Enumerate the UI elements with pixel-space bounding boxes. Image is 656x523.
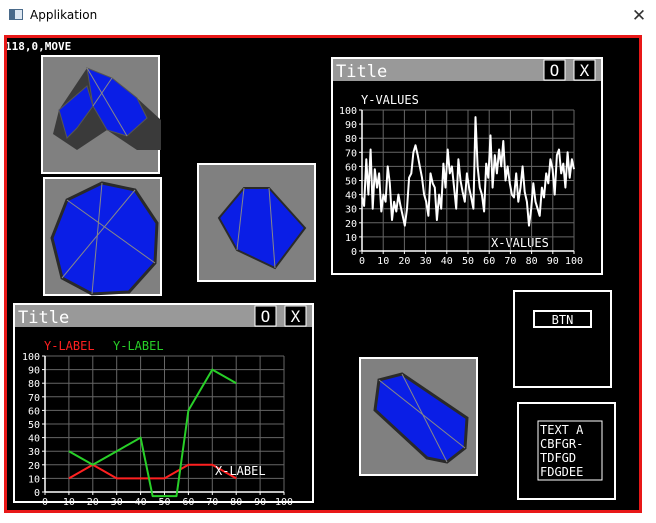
chart1-ytick-label: 40	[345, 191, 357, 202]
status-text: 118,0,MOVE	[7, 40, 71, 53]
chart2-close-button[interactable]: X	[284, 305, 307, 327]
chart2-xtick-label: 90	[254, 497, 266, 508]
shape-panel-2[interactable]	[43, 177, 162, 296]
chart1-ytick-label: 20	[345, 219, 357, 230]
polygon-shape-3	[217, 187, 307, 270]
text-widget: TEXT A CBFGR- TDFGD FDGDEE	[517, 402, 616, 500]
chart2-xtick-label: 0	[42, 497, 48, 508]
shape-panel-3[interactable]	[197, 163, 316, 282]
chart2-xtick-label: 80	[230, 497, 242, 508]
chart1-ytick-label: 50	[345, 177, 357, 188]
chart2-ytick-label: 60	[28, 406, 40, 417]
chart2-legend-red: Y-LABEL	[44, 339, 95, 353]
chart1-ytick-label: 100	[339, 106, 357, 117]
text-line-2: CBFGR-	[540, 437, 583, 451]
chart1-xtick-label: 0	[359, 256, 365, 267]
chart2-ytick-label: 40	[28, 434, 40, 445]
canvas-screen[interactable]: 118,0,MOVE	[4, 35, 642, 513]
chart2-ytick-label: 0	[34, 488, 40, 499]
chart2-xtick-label: 70	[206, 497, 218, 508]
chart1-minimize-button[interactable]: O	[543, 59, 566, 81]
chart1-xtick-label: 70	[504, 256, 516, 267]
chart1-xtick-label: 30	[420, 256, 432, 267]
chart1-plot-area: 0 10 20 30 40 50 60 70 80 90 100 0 10 20 30 40 50 60 70 80 9…	[339, 106, 583, 267]
chart2-minimize-button[interactable]: O	[254, 305, 277, 327]
chart2-xtick-label: 10	[63, 497, 75, 508]
chart1-title: Title	[336, 62, 387, 82]
chart2-ytick-label: 100	[22, 352, 40, 363]
chart1-series-line-1	[361, 116, 575, 227]
app-window-icon	[9, 9, 23, 20]
chart1-xtick-label: 20	[398, 256, 410, 267]
chart2-plot-area: 0 10 20 30 40 50 60 70 80 90 100 0 10 20 30 40 50 60 70 80 9…	[22, 352, 293, 508]
chart1-close-button[interactable]: X	[573, 59, 596, 81]
chart2-ytick-label: 90	[28, 366, 40, 377]
chart1-xtick-label: 100	[565, 256, 583, 267]
chart2-ytick-label: 80	[28, 379, 40, 390]
text-line-3: TDFGD	[540, 451, 576, 465]
chart1-xlabel: X-VALUES	[491, 236, 549, 250]
text-line-1: TEXT A	[540, 423, 584, 437]
chart1-xtick-label: 40	[441, 256, 453, 267]
shape-panel-4[interactable]	[359, 357, 478, 476]
chart1-ytick-label: 0	[351, 247, 357, 258]
chart2-ytick-label: 50	[28, 420, 40, 431]
window-titlebar[interactable]: Applikation ✕	[0, 0, 656, 31]
chart1-ytick-label: 80	[345, 134, 357, 145]
chart1-xtick-label: 10	[377, 256, 389, 267]
btn-button[interactable]: BTN	[533, 310, 592, 328]
chart1-x-label: X	[580, 61, 590, 80]
chart1-ytick-label: 10	[345, 233, 357, 244]
chart2-o-label: O	[261, 307, 271, 326]
chart2-ytick-label: 30	[28, 447, 40, 458]
chart2-xtick-label: 60	[182, 497, 194, 508]
chart2-xtick-label: 100	[275, 497, 293, 508]
shape-panel-1[interactable]	[41, 55, 161, 174]
chart1-xtick-label: 90	[547, 256, 559, 267]
chart2-ytick-label: 70	[28, 393, 40, 404]
chart1-ytick-label: 70	[345, 148, 357, 159]
chart-window-1[interactable]: Title O X Y-VALUES X-VALUES 0 10 20 30 40 50 6…	[331, 57, 603, 275]
chart2-x-label: X	[291, 307, 301, 326]
chart1-ytick-label: 90	[345, 120, 357, 131]
chart2-xtick-label: 30	[111, 497, 123, 508]
chart1-xtick-label: 60	[483, 256, 495, 267]
window-title: Applikation	[30, 8, 98, 22]
chart-window-2[interactable]: Title O X Y-LABEL Y-LABEL 0 10 20 30 40 50 60 7…	[13, 303, 314, 508]
chart2-xtick-label: 40	[135, 497, 147, 508]
chart2-ytick-label: 10	[28, 474, 40, 485]
polygon-shape-4	[373, 372, 469, 464]
chart2-legend-green: Y-LABEL	[113, 339, 164, 353]
chart1-ytick-label: 30	[345, 205, 357, 216]
chart1-o-label: O	[550, 61, 560, 80]
chart2-title: Title	[18, 308, 69, 328]
chart2-xlabel: X-LABEL	[215, 464, 266, 478]
chart1-ytick-label: 60	[345, 162, 357, 173]
chart2-xtick-label: 50	[158, 497, 170, 508]
polygon-shape-2	[50, 181, 159, 296]
close-button[interactable]: ✕	[631, 6, 647, 26]
chart2-xtick-label: 20	[87, 497, 99, 508]
button-widget[interactable]: BTN	[513, 290, 612, 388]
text-line-4: FDGDEE	[540, 465, 583, 479]
chart2-series-line-1	[68, 463, 237, 480]
chart2-ytick-label: 20	[28, 461, 40, 472]
chart1-xtick-label: 50	[462, 256, 474, 267]
chart2-series-line-2	[68, 368, 237, 498]
chart1-ylabel: Y-VALUES	[361, 93, 419, 107]
chart1-xtick-label: 80	[526, 256, 538, 267]
btn-label: BTN	[552, 313, 574, 327]
polygon-shape-1	[53, 67, 161, 150]
